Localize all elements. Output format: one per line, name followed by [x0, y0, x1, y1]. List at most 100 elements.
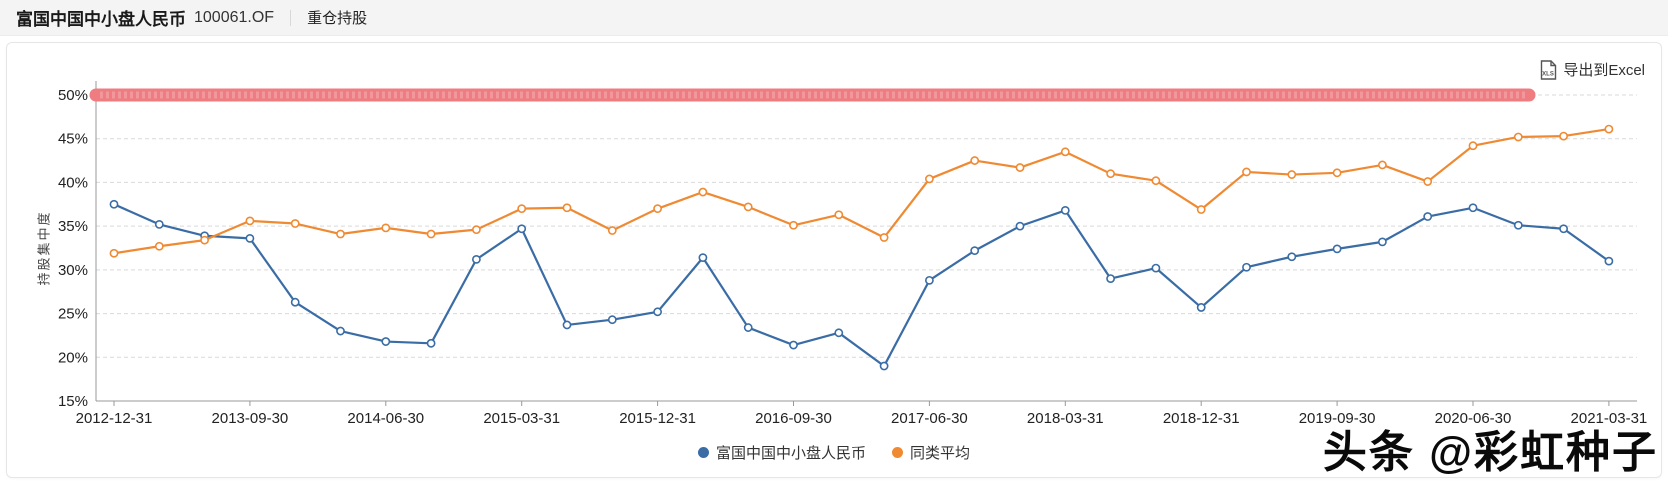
data-point-s0-19[interactable]: [971, 247, 978, 254]
y-tick-label: 30%: [58, 262, 88, 279]
x-tick-label: 2014-06-30: [347, 410, 424, 427]
data-point-s0-5[interactable]: [337, 327, 344, 334]
data-point-s1-23[interactable]: [1152, 177, 1159, 184]
data-point-s0-20[interactable]: [1016, 223, 1023, 230]
data-point-s1-0[interactable]: [110, 250, 117, 257]
data-point-s1-24[interactable]: [1198, 206, 1205, 213]
data-point-s0-4[interactable]: [292, 299, 299, 306]
data-point-s1-7[interactable]: [428, 230, 435, 237]
x-tick-label: 2015-03-31: [483, 410, 560, 427]
data-point-s1-31[interactable]: [1515, 133, 1522, 140]
data-point-s1-18[interactable]: [926, 175, 933, 182]
data-point-s1-11[interactable]: [609, 227, 616, 234]
x-tick-label: 2017-06-30: [891, 410, 968, 427]
y-tick-label: 35%: [58, 218, 88, 235]
tab-heavy-holdings[interactable]: 重仓持股: [307, 7, 367, 28]
data-point-s1-16[interactable]: [835, 211, 842, 218]
data-point-s1-14[interactable]: [745, 203, 752, 210]
data-point-s0-10[interactable]: [563, 321, 570, 328]
data-point-s0-31[interactable]: [1515, 222, 1522, 229]
x-tick-label: 2018-12-31: [1163, 410, 1240, 427]
y-tick-label: 15%: [58, 393, 88, 410]
series-line-0: [114, 204, 1609, 366]
data-point-s0-32[interactable]: [1560, 225, 1567, 232]
data-point-s1-27[interactable]: [1334, 169, 1341, 176]
legend-label-1: 同类平均: [910, 442, 970, 463]
data-point-s1-8[interactable]: [473, 226, 480, 233]
data-point-s0-13[interactable]: [699, 254, 706, 261]
data-point-s0-30[interactable]: [1469, 204, 1476, 211]
legend-label-0: 富国中国中小盘人民币: [716, 442, 866, 463]
data-point-s0-29[interactable]: [1424, 213, 1431, 220]
chart-canvas[interactable]: 15% 20% 25% 30% 35% 40% 45% 50% 2012-12-31 2013-0…: [7, 43, 1661, 477]
data-point-s1-2[interactable]: [201, 237, 208, 244]
data-point-s0-3[interactable]: [246, 235, 253, 242]
data-point-s1-21[interactable]: [1062, 148, 1069, 155]
data-point-s0-15[interactable]: [790, 341, 797, 348]
data-point-s1-28[interactable]: [1379, 161, 1386, 168]
y-tick-label: 25%: [58, 306, 88, 323]
data-point-s0-17[interactable]: [881, 362, 888, 369]
data-point-s0-24[interactable]: [1198, 304, 1205, 311]
title-divider: [290, 10, 291, 26]
data-point-s0-11[interactable]: [609, 316, 616, 323]
x-tick-label: 2016-09-30: [755, 410, 832, 427]
data-point-s1-3[interactable]: [246, 217, 253, 224]
data-point-s1-19[interactable]: [971, 157, 978, 164]
data-point-s1-30[interactable]: [1469, 142, 1476, 149]
legend-dot-1: [892, 447, 903, 458]
data-point-s1-22[interactable]: [1107, 170, 1114, 177]
data-point-s0-21[interactable]: [1062, 207, 1069, 214]
data-point-s1-13[interactable]: [699, 188, 706, 195]
data-point-s1-26[interactable]: [1288, 171, 1295, 178]
x-tick-label: 2013-09-30: [212, 410, 289, 427]
chart-area: 15% 20% 25% 30% 35% 40% 45% 50% 2012-12-31 2013-0…: [7, 43, 1661, 477]
data-point-s0-0[interactable]: [110, 201, 117, 208]
fund-name: 富国中国中小盘人民币: [16, 5, 186, 30]
data-point-s0-16[interactable]: [835, 329, 842, 336]
data-point-s0-27[interactable]: [1334, 245, 1341, 252]
data-point-s0-6[interactable]: [382, 338, 389, 345]
data-point-s1-5[interactable]: [337, 230, 344, 237]
x-tick-label: 2015-12-31: [619, 410, 696, 427]
legend-dot-0: [698, 447, 709, 458]
data-point-s1-10[interactable]: [563, 204, 570, 211]
data-point-s0-28[interactable]: [1379, 238, 1386, 245]
data-point-s1-15[interactable]: [790, 222, 797, 229]
fund-code: 100061.OF: [194, 9, 274, 27]
legend-item-1[interactable]: 同类平均: [892, 442, 970, 463]
data-point-s0-1[interactable]: [156, 221, 163, 228]
data-point-s0-18[interactable]: [926, 277, 933, 284]
y-tick-label: 50%: [58, 87, 88, 104]
data-point-s1-4[interactable]: [292, 220, 299, 227]
data-point-s0-26[interactable]: [1288, 253, 1295, 260]
x-tick-label: 2018-03-31: [1027, 410, 1104, 427]
data-point-s1-1[interactable]: [156, 243, 163, 250]
watermark: 头条 @彩虹种子: [1323, 416, 1658, 480]
legend-item-0[interactable]: 富国中国中小盘人民币: [698, 442, 866, 463]
data-point-s1-12[interactable]: [654, 205, 661, 212]
data-point-s1-20[interactable]: [1016, 164, 1023, 171]
data-point-s1-17[interactable]: [881, 234, 888, 241]
y-axis-title: 持股集中度: [34, 210, 53, 285]
data-point-s0-33[interactable]: [1605, 258, 1612, 265]
x-tick-label: 2012-12-31: [76, 410, 153, 427]
data-point-s0-8[interactable]: [473, 256, 480, 263]
data-point-s0-12[interactable]: [654, 308, 661, 315]
title-bar: 富国中国中小盘人民币 100061.OF 重仓持股: [0, 0, 1668, 36]
data-point-s0-7[interactable]: [428, 340, 435, 347]
data-point-s1-33[interactable]: [1605, 125, 1612, 132]
y-tick-label: 45%: [58, 131, 88, 148]
data-point-s0-9[interactable]: [518, 225, 525, 232]
data-point-s0-22[interactable]: [1107, 275, 1114, 282]
y-tick-label: 40%: [58, 174, 88, 191]
data-point-s1-29[interactable]: [1424, 178, 1431, 185]
y-tick-label: 20%: [58, 349, 88, 366]
data-point-s0-14[interactable]: [745, 324, 752, 331]
data-point-s1-9[interactable]: [518, 205, 525, 212]
data-point-s1-6[interactable]: [382, 224, 389, 231]
data-point-s0-23[interactable]: [1152, 265, 1159, 272]
data-point-s1-25[interactable]: [1243, 168, 1250, 175]
data-point-s1-32[interactable]: [1560, 132, 1567, 139]
data-point-s0-25[interactable]: [1243, 264, 1250, 271]
